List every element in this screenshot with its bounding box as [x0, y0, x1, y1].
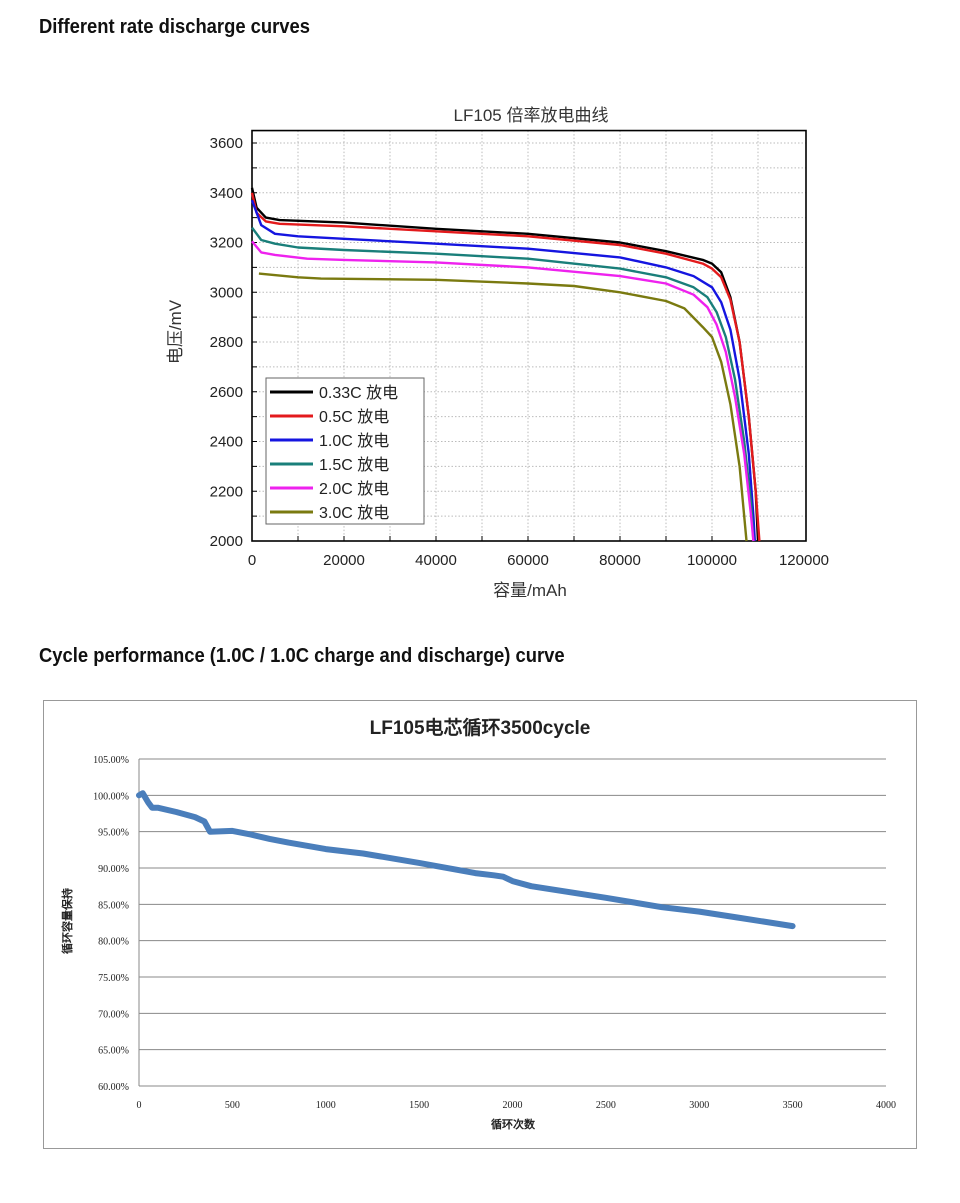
chart2-series-line [136, 790, 796, 930]
chart2-xtick-label: 3000 [689, 1100, 709, 1111]
chart1-ytick-label: 3200 [210, 235, 243, 252]
chart2-ytick-label: 85.00% [98, 900, 129, 911]
chart2-ytick-label: 70.00% [98, 1009, 129, 1020]
chart1-ytick-label: 2800 [210, 334, 243, 351]
chart1-series-line [250, 192, 761, 542]
chart2-xtick-label: 1000 [316, 1100, 336, 1111]
chart1-legend-label: 3.0C 放电 [319, 504, 389, 522]
chart1-ytick-label: 2600 [210, 384, 243, 401]
chart1-legend-label: 0.5C 放电 [319, 408, 389, 426]
chart1-xtick-label: 120000 [779, 552, 829, 569]
chart1-ytick-label: 2400 [210, 434, 243, 451]
chart2-xtick-label: 1500 [409, 1100, 429, 1111]
chart2-xtick-label: 3500 [783, 1100, 803, 1111]
chart1-ytick-label: 3000 [210, 284, 243, 301]
chart1-legend-label: 0.33C 放电 [319, 384, 398, 402]
chart1-plot-frame [251, 129, 807, 542]
chart2-ytick-label: 105.00% [93, 755, 129, 766]
chart1-ytick-label: 3400 [210, 185, 243, 202]
chart1-legend [265, 377, 425, 525]
chart1-ylabel: 电压/mV [166, 299, 185, 364]
cycle-chart-frame [43, 700, 917, 1149]
chart1-xtick-label: 20000 [323, 552, 365, 569]
chart2-ytick-label: 75.00% [98, 973, 129, 984]
chart1-series-line [251, 226, 755, 542]
chart1-title: LF105 倍率放电曲线 [454, 106, 609, 125]
chart1-xtick-label: 60000 [507, 552, 549, 569]
chart1-xtick-label: 80000 [599, 552, 641, 569]
chart1-ytick-label: 2200 [210, 483, 243, 500]
chart2-xtick-label: 2000 [503, 1100, 523, 1111]
chart1-xtick-label: 0 [248, 552, 256, 569]
rate-discharge-heading: Different rate discharge curves [39, 16, 310, 38]
chart1-series-line [250, 199, 756, 542]
chart2-ytick-label: 65.00% [98, 1046, 129, 1057]
chart2-xtick-label: 2500 [596, 1100, 616, 1111]
chart2-xtick-label: 0 [137, 1100, 142, 1111]
chart2-ylabel: 循环容量保持 [60, 888, 74, 954]
chart1-legend-label: 2.0C 放电 [319, 480, 389, 498]
chart1-legend-label: 1.0C 放电 [319, 432, 389, 450]
chart1-ytick-label: 2000 [210, 533, 243, 550]
chart2-xlabel: 循环次数 [491, 1117, 536, 1131]
chart1-ytick-label: 3600 [210, 135, 243, 152]
chart1-xtick-label: 40000 [415, 552, 457, 569]
chart2-ytick-label: 95.00% [98, 828, 129, 839]
chart2-ytick-label: 100.00% [93, 791, 129, 802]
chart1-xtick-label: 100000 [687, 552, 737, 569]
chart2-ytick-label: 80.00% [98, 937, 129, 948]
cycle-performance-heading: Cycle performance (1.0C / 1.0C charge an… [39, 645, 565, 667]
chart1-series-line [258, 272, 748, 542]
chart2-xtick-label: 4000 [876, 1100, 896, 1111]
chart2-title: LF105电芯循环3500cycle [370, 716, 591, 739]
chart2-xtick-label: 500 [225, 1100, 240, 1111]
chart2-ytick-label: 60.00% [98, 1082, 129, 1093]
chart1-legend-label: 1.5C 放电 [319, 456, 389, 474]
chart1-xlabel: 容量/mAh [493, 581, 567, 600]
chart2-ytick-label: 90.00% [98, 864, 129, 875]
chart1-series-line [251, 240, 755, 542]
